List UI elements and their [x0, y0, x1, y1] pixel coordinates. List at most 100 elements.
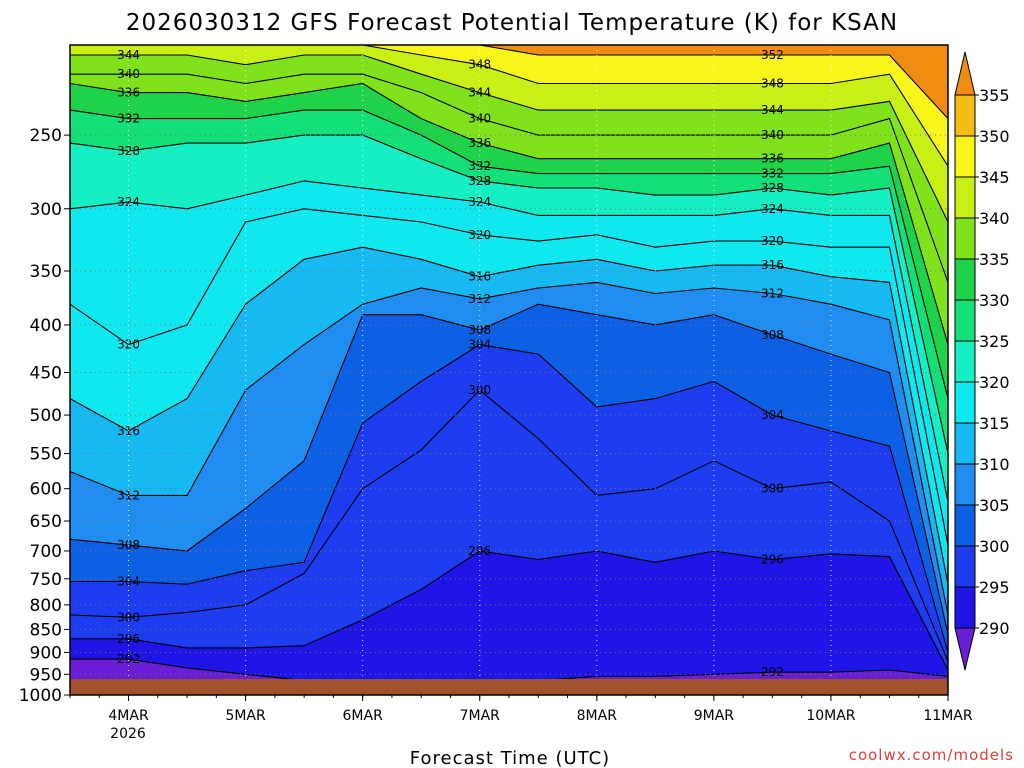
contour-label: 324 — [468, 195, 491, 209]
isentrope-300 — [69, 389, 949, 662]
colorbar-swatch — [954, 299, 976, 342]
contour-label: 296 — [761, 553, 784, 567]
theta-band-296 — [70, 551, 948, 695]
contour-label: 328 — [761, 181, 784, 195]
isentrope-296 — [70, 550, 949, 671]
contour-label: 344 — [117, 48, 140, 62]
contour-label: 324 — [117, 195, 140, 209]
colorbar-label: 300 — [979, 537, 1010, 556]
contour-label: 332 — [117, 112, 140, 126]
contour-label: 340 — [468, 112, 491, 126]
colorbar-label: 320 — [979, 373, 1010, 392]
contour-label: 308 — [468, 323, 491, 337]
colorbar-label: 295 — [979, 578, 1010, 597]
colorbar-label: 350 — [979, 127, 1010, 146]
contour-label: 320 — [761, 234, 784, 248]
colorbar-swatch — [954, 627, 976, 671]
chart-title: 2026030312 GFS Forecast Potential Temper… — [126, 10, 898, 36]
colorbar-label: 355 — [979, 86, 1010, 105]
contour-label: 336 — [468, 136, 491, 150]
colorbar-label: 310 — [979, 455, 1010, 474]
contour-label: 352 — [761, 48, 784, 62]
contour-label: 336 — [117, 86, 140, 100]
colorbar-swatch — [954, 94, 976, 137]
y-tick-label: 350 — [30, 262, 62, 282]
colorbar-label: 345 — [979, 168, 1010, 187]
contour-label: 300 — [761, 482, 784, 496]
x-tick-label: 5MAR — [225, 708, 266, 724]
x-tick-label: 6MAR — [343, 708, 384, 724]
isentrope-308 — [69, 303, 949, 635]
colorbar-swatch — [954, 135, 976, 178]
y-tick-label: 750 — [30, 570, 62, 590]
y-tick-label: 850 — [30, 620, 62, 640]
contour-label: 312 — [761, 286, 784, 300]
contour-label: 312 — [468, 292, 491, 306]
contour-label: 300 — [117, 610, 140, 624]
y-tick-label: 300 — [30, 200, 62, 220]
contour-label: 296 — [117, 632, 140, 646]
isentrope-304 — [70, 344, 949, 653]
y-tick-label: 400 — [30, 316, 62, 336]
colorbar-label: 305 — [979, 496, 1010, 515]
y-tick-label: 800 — [30, 596, 62, 616]
colorbar-swatch — [954, 51, 976, 96]
x-tick-label: 9MAR — [694, 708, 735, 724]
contour-label: 316 — [761, 258, 784, 272]
colorbar-swatch — [954, 422, 976, 465]
x-tick-year: 2026 — [110, 726, 146, 742]
y-tick-label: 450 — [30, 364, 62, 384]
y-tick-label: 950 — [30, 665, 62, 685]
x-tick-label: 7MAR — [460, 708, 501, 724]
y-tick-label: 700 — [30, 542, 62, 562]
contour-label: 340 — [117, 67, 140, 81]
isentrope-312 — [69, 281, 949, 616]
contour-label: 304 — [468, 338, 491, 352]
credit-text: coolwx.com/models — [849, 746, 1014, 764]
x-tick-label: 4MAR — [108, 708, 149, 724]
y-tick-label: 600 — [30, 480, 62, 500]
colorbar-swatch — [954, 340, 976, 383]
colorbar-swatch — [954, 586, 976, 629]
colorbar-swatch — [954, 176, 976, 219]
isentrope-324 — [69, 180, 949, 503]
contour-label: 304 — [761, 408, 784, 422]
colorbar-swatch — [954, 504, 976, 547]
isentrope-336 — [69, 82, 949, 345]
x-axis: 4MAR 5MAR 6MAR 7MAR 8MAR 9MAR 10MAR 11MAR — [69, 695, 973, 724]
colorbar-swatch — [954, 545, 976, 588]
x-tick-label: 11MAR — [923, 708, 972, 724]
contour-label: 332 — [761, 167, 784, 181]
colorbar-label: 340 — [979, 209, 1010, 228]
contour-label: 348 — [468, 58, 491, 72]
colorbar-label: 290 — [979, 619, 1010, 638]
y-tick-label: 650 — [30, 512, 62, 532]
y-tick-label: 250 — [30, 126, 62, 146]
x-tick-label: 8MAR — [577, 708, 618, 724]
isentrope-320 — [69, 208, 949, 546]
y-tick-label: 1000 — [19, 686, 62, 706]
colorbar-swatch — [954, 463, 976, 506]
colorbar-swatch — [954, 217, 976, 260]
contour-label: 316 — [468, 270, 491, 284]
contour-label: 292 — [117, 652, 140, 666]
isentrope-332 — [69, 109, 949, 399]
ground-strip — [70, 679, 948, 695]
isentrope-340 — [70, 73, 949, 283]
contour-label: 292 — [761, 665, 784, 679]
contour-label: 320 — [117, 338, 140, 352]
contour-label: 340 — [761, 128, 784, 142]
y-tick-label: 500 — [30, 406, 62, 426]
isentrope-328 — [69, 134, 949, 454]
colorbar-label: 335 — [979, 250, 1010, 269]
y-tick-label: 900 — [30, 643, 62, 663]
contour-label: 320 — [468, 228, 491, 242]
contour-label: 304 — [117, 574, 140, 588]
y-tick-label: 550 — [30, 445, 62, 465]
colorbar-swatch — [954, 381, 976, 424]
plot-area: 2922922962962963003003003043043043083083… — [69, 44, 949, 696]
isentrope-316 — [69, 246, 949, 585]
contour-label: 348 — [761, 76, 784, 90]
contour-label: 344 — [468, 86, 491, 100]
